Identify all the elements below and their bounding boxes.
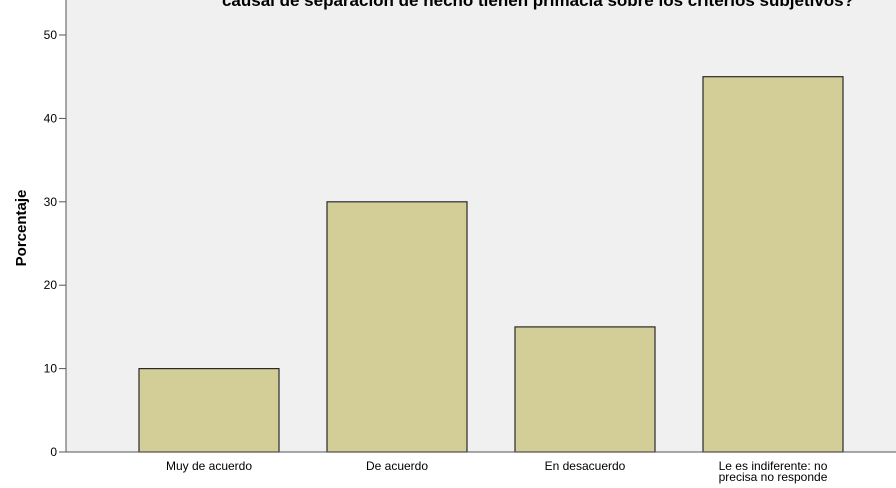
bar [702,76,844,453]
bars-layer [138,76,844,453]
y-tick-label: 50 [44,28,58,42]
x-labels-layer: Muy de acuerdo De acuerdo En desacuerdo Le … [166,459,828,484]
bar [326,201,468,453]
y-tick-label: 10 [44,362,58,376]
x-category-label: En desacuerdo [545,459,626,473]
bar [514,326,656,453]
x-category-label: Le es indiferente: no [719,459,828,473]
y-ticks-layer: 0 10 20 30 40 50 [44,28,66,459]
x-category-label: Muy de acuerdo [166,459,252,473]
x-category-label: De acuerdo [366,459,428,473]
x-category-label: precisa no responde [719,470,828,484]
y-tick-label: 30 [44,195,58,209]
y-tick-label: 0 [50,445,57,459]
y-tick-label: 20 [44,278,58,292]
chart-title: causal de separación de hecho tienen pri… [222,0,854,10]
y-tick-label: 40 [44,111,58,125]
y-axis-label: Porcentaje [13,190,30,267]
bar [138,368,280,453]
